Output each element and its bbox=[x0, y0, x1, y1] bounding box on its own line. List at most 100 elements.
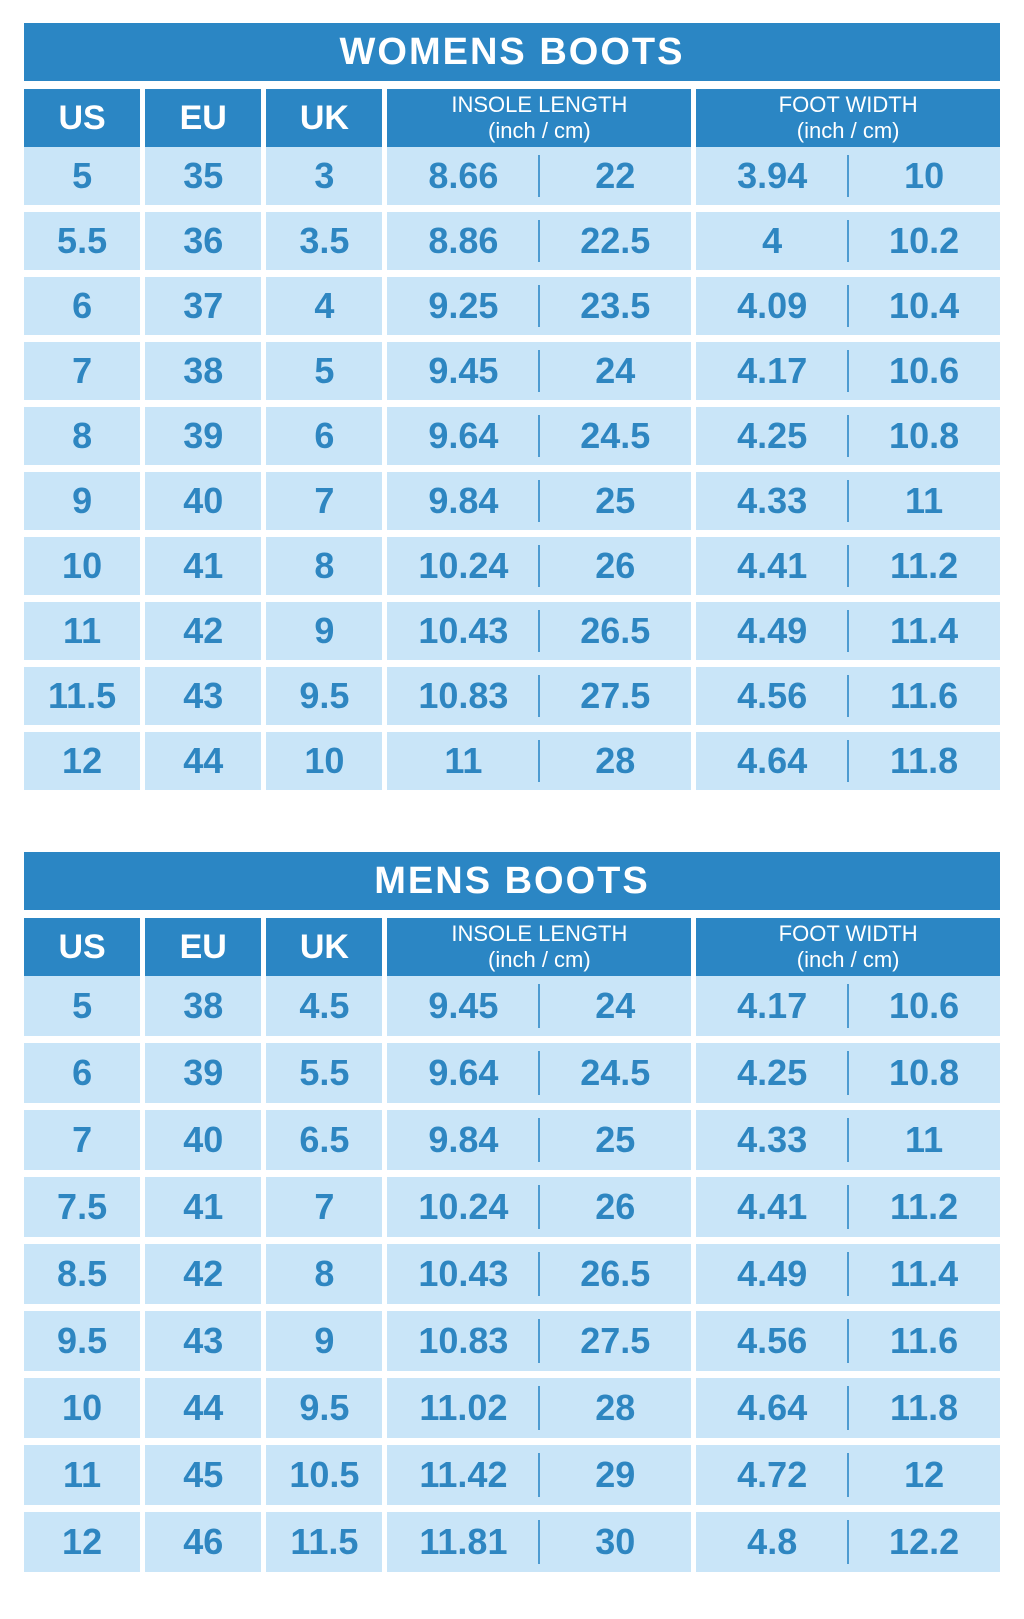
insole-cm-value: 29 bbox=[595, 1454, 636, 1495]
foot-width-cell: 4.25 10.8 bbox=[696, 407, 1001, 465]
foot-inch-value: 4.17 bbox=[737, 985, 808, 1026]
foot-inch-value: 4.56 bbox=[737, 675, 808, 716]
cell-divider-line bbox=[847, 1118, 850, 1162]
us-size-cell: 8.5 bbox=[24, 1244, 141, 1304]
mens-boots-table: MENS BOOTS US EU UK INSOLE LENGTH (inch … bbox=[24, 852, 1001, 1572]
insole-inch-value: 11.81 bbox=[419, 1521, 508, 1562]
insole-inch-value: 11.02 bbox=[419, 1387, 508, 1428]
foot-width-cell: 4.17 10.6 bbox=[696, 976, 1001, 1036]
foot-width-cell: 4.33 11 bbox=[696, 1110, 1001, 1170]
womens-header-row: US EU UK INSOLE LENGTH (inch / cm) FOOT … bbox=[24, 89, 1001, 147]
foot-inch-value: 4.09 bbox=[737, 285, 808, 326]
us-size-cell: 12 bbox=[24, 1512, 141, 1572]
us-size-cell: 10 bbox=[24, 1378, 141, 1438]
table-row: 7.5 41 7 10.24 26 4.41 11.2 bbox=[24, 1177, 1001, 1237]
us-size-cell: 10 bbox=[24, 537, 141, 595]
column-header-uk: UK bbox=[266, 918, 383, 976]
uk-size-cell: 10 bbox=[266, 732, 383, 790]
cell-divider-line bbox=[538, 1386, 541, 1430]
us-size-cell: 7.5 bbox=[24, 1177, 141, 1237]
insole-cm-value: 25 bbox=[595, 1119, 636, 1160]
cell-divider-line bbox=[538, 1453, 541, 1497]
us-size-cell: 9.5 bbox=[24, 1311, 141, 1371]
cell-divider-line bbox=[847, 285, 850, 327]
eu-size-cell: 45 bbox=[145, 1445, 262, 1505]
column-header-us: US bbox=[24, 89, 141, 147]
insole-cm-value: 27.5 bbox=[580, 675, 651, 716]
table-row: 6 37 4 9.25 23.5 4.09 10.4 bbox=[24, 277, 1001, 335]
foot-width-label: FOOT WIDTH bbox=[778, 92, 918, 118]
table-row: 10 44 9.5 11.02 28 4.64 11.8 bbox=[24, 1378, 1001, 1438]
foot-cm-value: 10 bbox=[904, 155, 945, 196]
uk-size-cell: 8 bbox=[266, 1244, 383, 1304]
foot-inch-value: 4.41 bbox=[737, 545, 808, 586]
foot-width-cell: 4.09 10.4 bbox=[696, 277, 1001, 335]
eu-size-cell: 42 bbox=[145, 602, 262, 660]
insole-cm-value: 23.5 bbox=[580, 285, 651, 326]
uk-size-cell: 7 bbox=[266, 472, 383, 530]
cell-divider-line bbox=[538, 1319, 541, 1363]
mens-table-body: 5 38 4.5 9.45 24 4.17 10.6 6 39 5.5 9.64 24.5 4.25 10… bbox=[24, 976, 1001, 1572]
foot-cm-value: 11.6 bbox=[890, 675, 959, 716]
uk-size-cell: 5 bbox=[266, 342, 383, 400]
insole-cm-value: 30 bbox=[595, 1521, 636, 1562]
eu-size-cell: 43 bbox=[145, 1311, 262, 1371]
table-row: 5.5 36 3.5 8.86 22.5 4 10.2 bbox=[24, 212, 1001, 270]
us-size-cell: 11 bbox=[24, 1445, 141, 1505]
insole-inch-value: 10.83 bbox=[418, 1320, 509, 1361]
table-row: 7 38 5 9.45 24 4.17 10.6 bbox=[24, 342, 1001, 400]
foot-width-cell: 4.8 12.2 bbox=[696, 1512, 1001, 1572]
insole-inch-value: 8.66 bbox=[428, 155, 499, 196]
insole-inch-value: 9.84 bbox=[428, 1119, 499, 1160]
foot-inch-value: 4.49 bbox=[737, 1253, 808, 1294]
foot-cm-value: 10.2 bbox=[889, 220, 960, 261]
womens-table-body: 5 35 3 8.66 22 3.94 10 5.5 36 3.5 8.86 22.5 4 10.2 6 37… bbox=[24, 147, 1001, 790]
foot-width-cell: 4.49 11.4 bbox=[696, 602, 1001, 660]
eu-size-cell: 41 bbox=[145, 1177, 262, 1237]
insole-length-cell: 9.64 24.5 bbox=[387, 1043, 692, 1103]
us-size-cell: 11.5 bbox=[24, 667, 141, 725]
insole-length-label: INSOLE LENGTH bbox=[451, 921, 628, 947]
insole-inch-value: 8.86 bbox=[428, 220, 499, 261]
table-row: 11.5 43 9.5 10.83 27.5 4.56 11.6 bbox=[24, 667, 1001, 725]
insole-length-cell: 11.02 28 bbox=[387, 1378, 692, 1438]
foot-width-units: (inch / cm) bbox=[796, 118, 900, 143]
foot-width-cell: 4.64 11.8 bbox=[696, 732, 1001, 790]
foot-cm-value: 11.2 bbox=[890, 1186, 959, 1227]
foot-cm-value: 11.4 bbox=[890, 1253, 959, 1294]
foot-width-cell: 4.64 11.8 bbox=[696, 1378, 1001, 1438]
cell-divider-line bbox=[847, 1386, 850, 1430]
table-row: 12 46 11.5 11.81 30 4.8 12.2 bbox=[24, 1512, 1001, 1572]
table-row: 8 39 6 9.64 24.5 4.25 10.8 bbox=[24, 407, 1001, 465]
column-header-foot-width: FOOT WIDTH (inch / cm) bbox=[696, 918, 1001, 976]
insole-inch-value: 9.45 bbox=[428, 350, 499, 391]
uk-size-cell: 6.5 bbox=[266, 1110, 383, 1170]
us-size-cell: 5 bbox=[24, 976, 141, 1036]
foot-width-cell: 4.72 12 bbox=[696, 1445, 1001, 1505]
uk-size-cell: 3 bbox=[266, 147, 383, 205]
insole-cm-value: 22.5 bbox=[580, 220, 651, 261]
uk-size-cell: 9 bbox=[266, 602, 383, 660]
uk-size-cell: 4.5 bbox=[266, 976, 383, 1036]
foot-width-cell: 4.25 10.8 bbox=[696, 1043, 1001, 1103]
foot-width-cell: 4.56 11.6 bbox=[696, 1311, 1001, 1371]
foot-inch-value: 4 bbox=[762, 220, 783, 261]
insole-inch-value: 9.84 bbox=[428, 480, 499, 521]
insole-length-units: (inch / cm) bbox=[488, 118, 591, 143]
insole-length-label: INSOLE LENGTH bbox=[451, 92, 628, 118]
cell-divider-line bbox=[538, 545, 541, 587]
table-row: 11 45 10.5 11.42 29 4.72 12 bbox=[24, 1445, 1001, 1505]
uk-size-cell: 3.5 bbox=[266, 212, 383, 270]
uk-size-cell: 8 bbox=[266, 537, 383, 595]
cell-divider-line bbox=[538, 740, 541, 782]
cell-divider-line bbox=[538, 155, 541, 197]
cell-divider-line bbox=[847, 545, 850, 587]
insole-inch-value: 11 bbox=[444, 740, 483, 781]
table-row: 7 40 6.5 9.84 25 4.33 11 bbox=[24, 1110, 1001, 1170]
insole-inch-value: 9.64 bbox=[428, 1052, 499, 1093]
cell-divider-line bbox=[538, 610, 541, 652]
foot-width-units: (inch / cm) bbox=[796, 947, 900, 972]
insole-inch-value: 10.43 bbox=[418, 610, 509, 651]
cell-divider-line bbox=[847, 350, 850, 392]
us-size-cell: 12 bbox=[24, 732, 141, 790]
